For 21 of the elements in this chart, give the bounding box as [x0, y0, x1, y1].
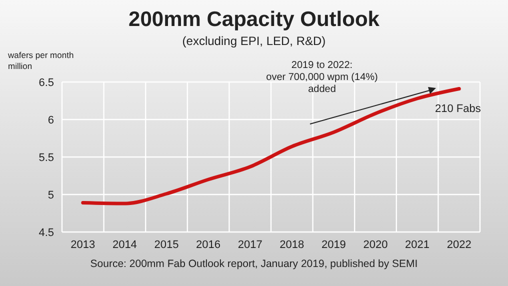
x-tick-label: 2013	[70, 238, 96, 251]
x-tick-label: 2021	[405, 238, 430, 251]
x-tick-label: 2017	[238, 238, 262, 251]
chart-subtitle: (excluding EPI, LED, R&D)	[181, 34, 327, 48]
chart-title: 200mm Capacity Outlook	[128, 8, 380, 32]
x-tick-label: 2018	[280, 238, 304, 251]
source-note: Source: 200mm Fab Outlook report, January 2019, published by SEMI	[90, 258, 418, 271]
x-tick-label: 2022	[446, 238, 472, 251]
y-tick-label: 6.5	[38, 76, 54, 89]
x-tick-label: 2019	[321, 238, 346, 251]
y-tick-label: 5.5	[38, 152, 54, 164]
annotation: 210 Fabs	[435, 103, 481, 116]
y-tick-label: 4.5	[38, 226, 54, 239]
x-tick-label: 2015	[154, 238, 179, 251]
x-tick-label: 2016	[196, 238, 221, 251]
x-tick-label: 2014	[112, 238, 137, 251]
y-axis-title: wafers per month million	[8, 50, 74, 72]
x-tick-label: 2020	[363, 238, 388, 251]
y-tick-label: 5	[48, 189, 54, 202]
y-tick-label: 6	[48, 114, 54, 126]
annotation: 2019 to 2022: over 700,000 wpm (14%) added	[266, 60, 378, 96]
